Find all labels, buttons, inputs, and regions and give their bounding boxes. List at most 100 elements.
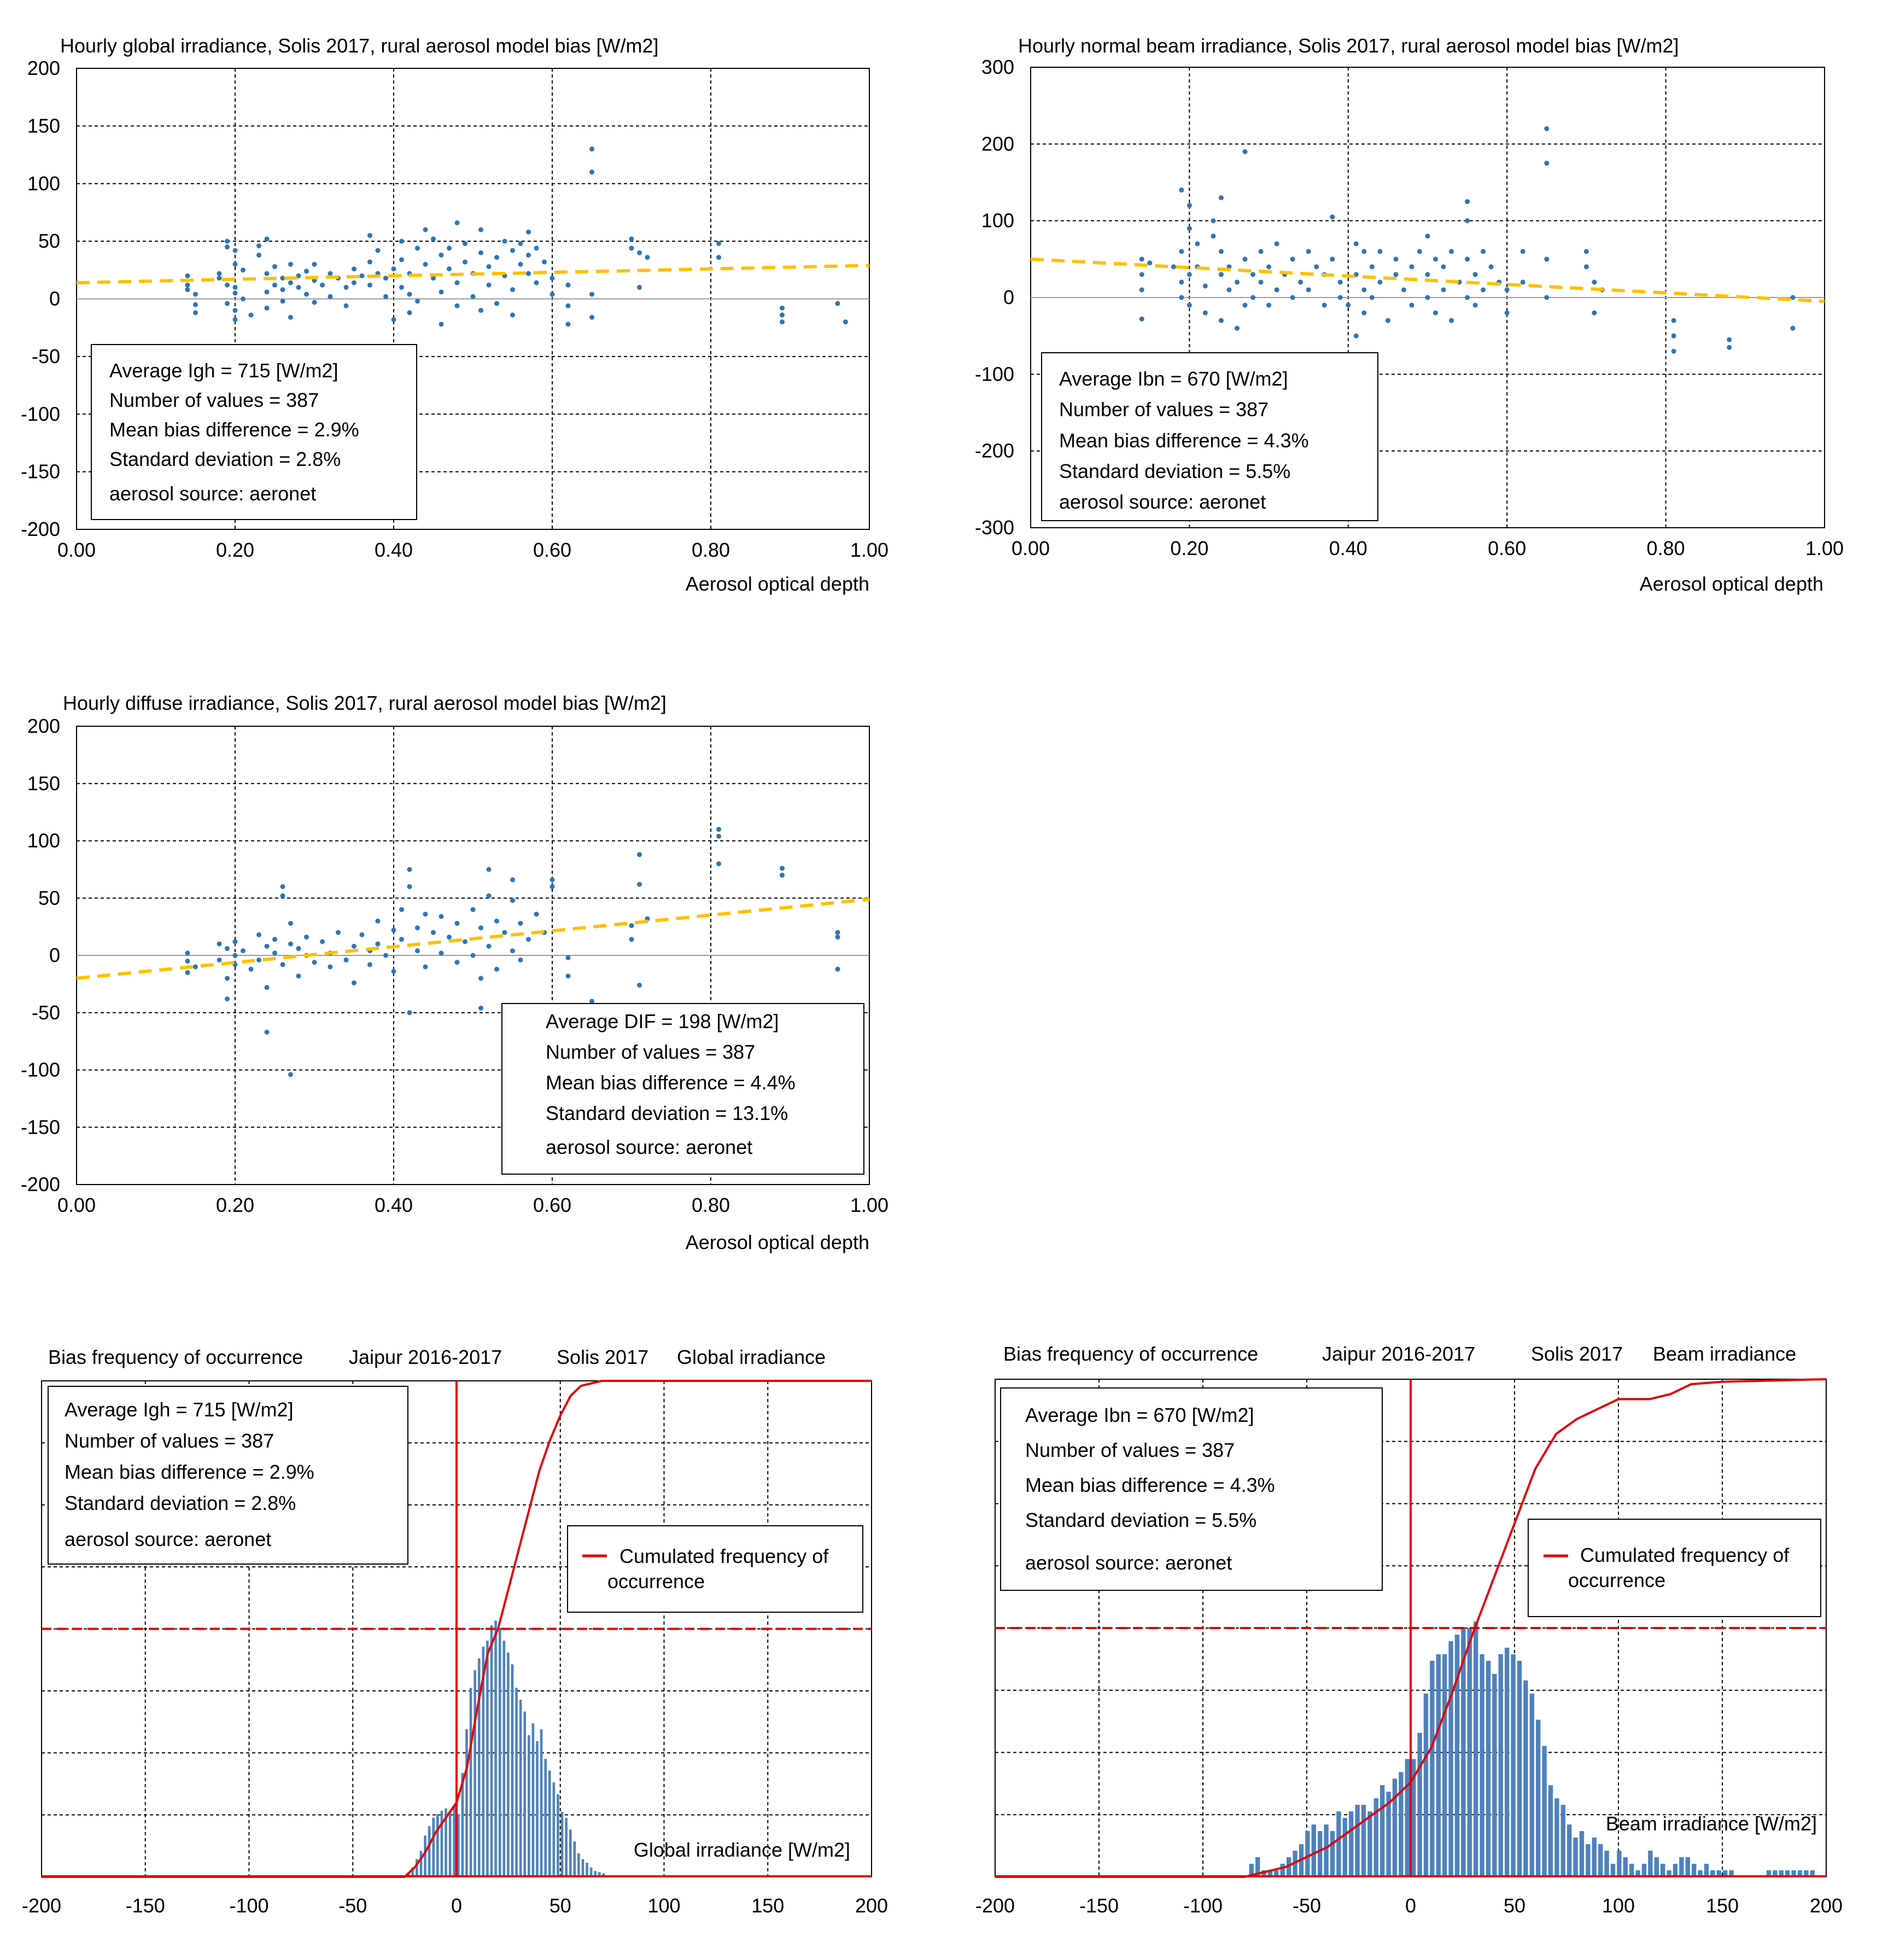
data-point bbox=[1361, 249, 1367, 254]
legend: Cumulated frequency of occurrence bbox=[567, 1525, 863, 1613]
data-point bbox=[589, 999, 594, 1004]
data-point bbox=[375, 941, 381, 947]
x-tick-label: 0 bbox=[451, 1894, 462, 1917]
stats-average: Average Igh = 715 [W/m2] bbox=[109, 359, 338, 382]
x-tick-label: 100 bbox=[647, 1894, 680, 1917]
data-point bbox=[399, 937, 404, 942]
histogram-bar bbox=[498, 1629, 501, 1877]
histogram-bar bbox=[1654, 1857, 1659, 1877]
data-point bbox=[1481, 287, 1486, 293]
data-point bbox=[565, 303, 571, 308]
histogram-bar bbox=[465, 1729, 468, 1877]
histogram-bar bbox=[507, 1652, 510, 1877]
data-point bbox=[454, 960, 460, 965]
data-point bbox=[518, 261, 523, 267]
data-point bbox=[423, 912, 428, 917]
data-point bbox=[1361, 310, 1367, 316]
chart-title: Hourly global irradiance, Solis 2017, ru… bbox=[60, 34, 659, 57]
histogram-bar bbox=[1573, 1838, 1578, 1877]
data-point bbox=[399, 907, 404, 912]
histogram-bar bbox=[1536, 1719, 1541, 1877]
data-point bbox=[1425, 272, 1430, 277]
y-tick-label: -50 bbox=[32, 1001, 60, 1024]
histogram-bar bbox=[1704, 1864, 1709, 1877]
data-point bbox=[534, 912, 539, 917]
data-point bbox=[1353, 241, 1359, 247]
trend-line bbox=[1030, 257, 1825, 304]
x-axis-label: Beam irradiance [W/m2] bbox=[1606, 1812, 1817, 1835]
trend-line bbox=[76, 897, 870, 980]
histogram-bar bbox=[448, 1812, 452, 1877]
histogram-bar bbox=[1617, 1851, 1622, 1877]
histogram-bar bbox=[1399, 1772, 1404, 1877]
data-point bbox=[1186, 302, 1192, 308]
data-point bbox=[1583, 264, 1589, 270]
data-point bbox=[1235, 279, 1240, 285]
x-tick-label: 50 bbox=[1504, 1894, 1525, 1917]
data-point bbox=[225, 301, 230, 306]
histogram-bar bbox=[1623, 1857, 1628, 1877]
y-tick-label: -200 bbox=[21, 518, 60, 540]
y-tick-label: 100 bbox=[27, 830, 60, 852]
histogram-bar bbox=[1380, 1785, 1385, 1877]
data-point bbox=[439, 322, 444, 327]
data-point bbox=[502, 930, 507, 935]
data-point bbox=[518, 920, 523, 926]
data-point bbox=[510, 312, 515, 318]
data-point bbox=[1186, 226, 1192, 231]
histogram-bar bbox=[1773, 1870, 1778, 1877]
data-point bbox=[1671, 333, 1676, 339]
x-tick-label: -150 bbox=[126, 1894, 165, 1917]
histogram-bar bbox=[1255, 1857, 1260, 1877]
x-tick-label: 150 bbox=[751, 1894, 784, 1917]
data-point bbox=[843, 319, 848, 325]
data-point bbox=[565, 973, 571, 979]
data-point bbox=[264, 236, 270, 242]
data-point bbox=[510, 248, 515, 253]
data-point bbox=[463, 259, 467, 265]
histogram-bar bbox=[1529, 1693, 1534, 1877]
x-tick-label: 1.00 bbox=[850, 1194, 888, 1216]
data-point bbox=[304, 269, 309, 274]
stats-count: Number of values = 387 bbox=[1059, 398, 1268, 421]
histogram-bar bbox=[598, 1872, 601, 1877]
data-point bbox=[637, 284, 642, 290]
histogram-bar bbox=[428, 1826, 431, 1877]
data-point bbox=[185, 958, 190, 964]
data-point bbox=[463, 939, 467, 944]
data-point bbox=[478, 308, 483, 313]
chart-subtitle-site: Jaipur 2016-2017 bbox=[1322, 1343, 1475, 1365]
data-point bbox=[1298, 279, 1303, 285]
histogram-bar bbox=[1249, 1864, 1254, 1877]
data-point bbox=[439, 950, 444, 956]
data-point bbox=[1393, 272, 1399, 277]
stats-mbd: Mean bias difference = 2.9% bbox=[65, 1461, 314, 1483]
stats-count: Number of values = 387 bbox=[546, 1041, 755, 1063]
data-point bbox=[565, 282, 571, 288]
data-point bbox=[280, 884, 285, 889]
y-tick-label: -50 bbox=[32, 345, 60, 368]
data-point bbox=[1425, 295, 1430, 300]
data-point bbox=[225, 996, 230, 1002]
data-point bbox=[185, 287, 190, 293]
stats-average: Average DIF = 198 [W/m2] bbox=[546, 1010, 779, 1032]
data-point bbox=[716, 241, 721, 246]
data-point bbox=[1306, 249, 1311, 254]
data-point bbox=[367, 282, 372, 288]
data-point bbox=[565, 955, 571, 960]
data-point bbox=[1520, 249, 1525, 254]
y-tick-label: 100 bbox=[981, 209, 1014, 232]
histogram-bar bbox=[494, 1620, 497, 1877]
stats-mbd: Mean bias difference = 4.4% bbox=[546, 1071, 796, 1094]
data-point bbox=[478, 925, 483, 931]
data-point bbox=[1211, 218, 1216, 224]
data-point bbox=[296, 284, 301, 290]
data-point bbox=[589, 291, 594, 297]
data-point bbox=[1195, 241, 1200, 247]
data-point bbox=[447, 934, 452, 940]
data-point bbox=[1441, 287, 1446, 293]
legend-label-line: Cumulated frequency of bbox=[1580, 1544, 1790, 1566]
trend-line bbox=[76, 264, 870, 284]
y-tick-label: 50 bbox=[38, 230, 60, 252]
histogram-bar bbox=[457, 1814, 460, 1877]
